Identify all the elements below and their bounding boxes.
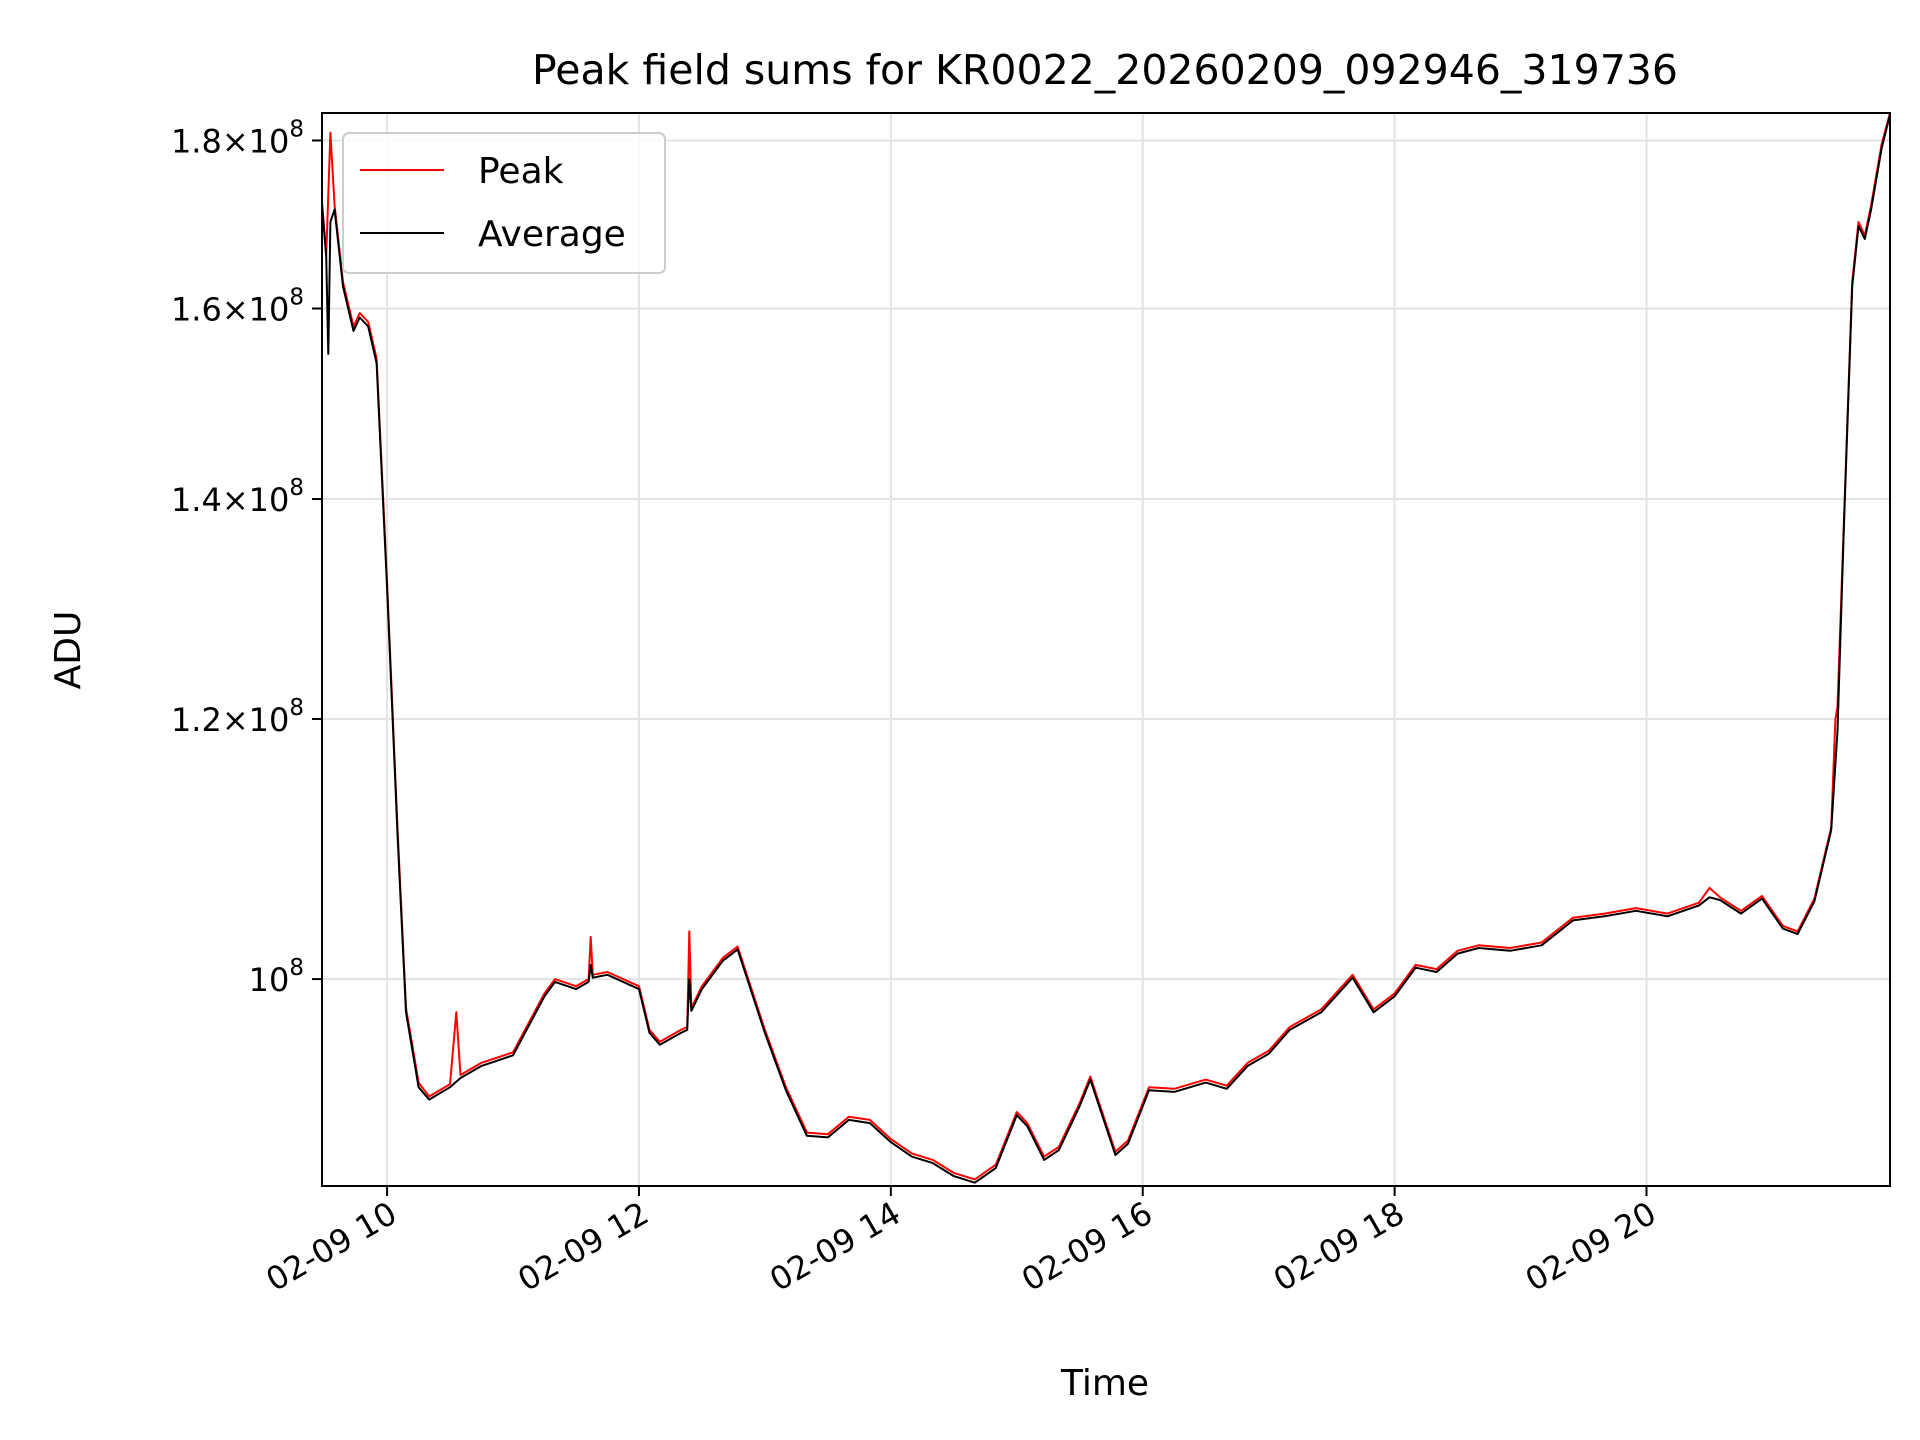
y-tick-label: 1.6×108: [171, 285, 304, 329]
x-axis-title: Time: [1060, 1363, 1149, 1404]
legend-box: [342, 132, 666, 274]
series-line-peak: [321, 112, 1891, 1181]
grid-lines: [322, 113, 1890, 1186]
plot-frame: [321, 112, 1891, 1187]
y-tick-label: 108: [249, 955, 304, 999]
y-axis-title: ADU: [48, 611, 89, 690]
y-tick-label: 1.4×108: [171, 475, 304, 519]
legend: Peak Average: [342, 132, 666, 274]
chart-title: Peak field sums for KR0022_20260209_0929…: [532, 46, 1678, 94]
y-tick-label: 1.8×108: [171, 116, 304, 160]
series-line-average: [321, 114, 1891, 1184]
plot-area: [322, 113, 1890, 1186]
legend-label-peak: Peak: [478, 151, 564, 192]
legend-label-average: Average: [478, 214, 626, 255]
y-tick-label: 1.2×108: [171, 695, 304, 739]
series-lines: [321, 112, 1891, 1184]
y-axis-ticks: 108 1.2×108 1.4×108 1.6×108 1.8×108: [171, 116, 322, 999]
